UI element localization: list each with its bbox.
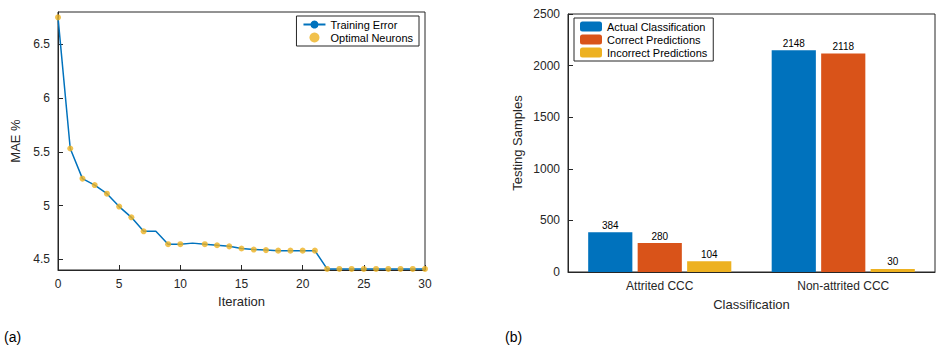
svg-text:2118: 2118 <box>832 41 854 52</box>
svg-text:6.5: 6.5 <box>33 37 50 51</box>
svg-text:4.5: 4.5 <box>33 252 50 266</box>
svg-text:280: 280 <box>651 231 668 242</box>
svg-text:Classification: Classification <box>713 297 790 312</box>
svg-text:2500: 2500 <box>533 7 560 21</box>
svg-text:6: 6 <box>43 91 50 105</box>
svg-text:Attrited CCC: Attrited CCC <box>626 279 694 293</box>
svg-text:5: 5 <box>43 199 50 213</box>
svg-text:20: 20 <box>296 277 310 291</box>
svg-text:500: 500 <box>540 213 560 227</box>
svg-text:Iteration: Iteration <box>218 294 265 309</box>
svg-text:Training Error: Training Error <box>330 19 397 31</box>
svg-text:(b): (b) <box>505 329 522 345</box>
svg-text:Incorrect Predictions: Incorrect Predictions <box>607 47 708 59</box>
svg-text:0: 0 <box>55 277 62 291</box>
svg-text:384: 384 <box>602 220 619 231</box>
svg-text:25: 25 <box>357 277 371 291</box>
svg-text:Correct Predictions: Correct Predictions <box>607 34 701 46</box>
svg-text:MAE %: MAE % <box>8 119 23 163</box>
svg-text:2000: 2000 <box>533 59 560 73</box>
svg-text:Testing Samples: Testing Samples <box>510 95 525 191</box>
svg-text:5.5: 5.5 <box>33 145 50 159</box>
svg-text:Non-attrited CCC: Non-attrited CCC <box>797 279 889 293</box>
svg-text:2148: 2148 <box>783 38 806 49</box>
svg-text:104: 104 <box>701 249 718 260</box>
svg-text:Actual Classification: Actual Classification <box>607 21 705 33</box>
svg-text:0: 0 <box>553 265 560 279</box>
svg-text:1500: 1500 <box>533 110 560 124</box>
svg-text:10: 10 <box>174 277 188 291</box>
svg-text:5: 5 <box>116 277 123 291</box>
svg-text:1000: 1000 <box>533 162 560 176</box>
svg-text:30: 30 <box>418 277 432 291</box>
svg-text:30: 30 <box>887 256 899 267</box>
svg-text:Optimal Neurons: Optimal Neurons <box>330 32 413 44</box>
svg-text:15: 15 <box>235 277 249 291</box>
svg-text:(a): (a) <box>4 329 21 345</box>
